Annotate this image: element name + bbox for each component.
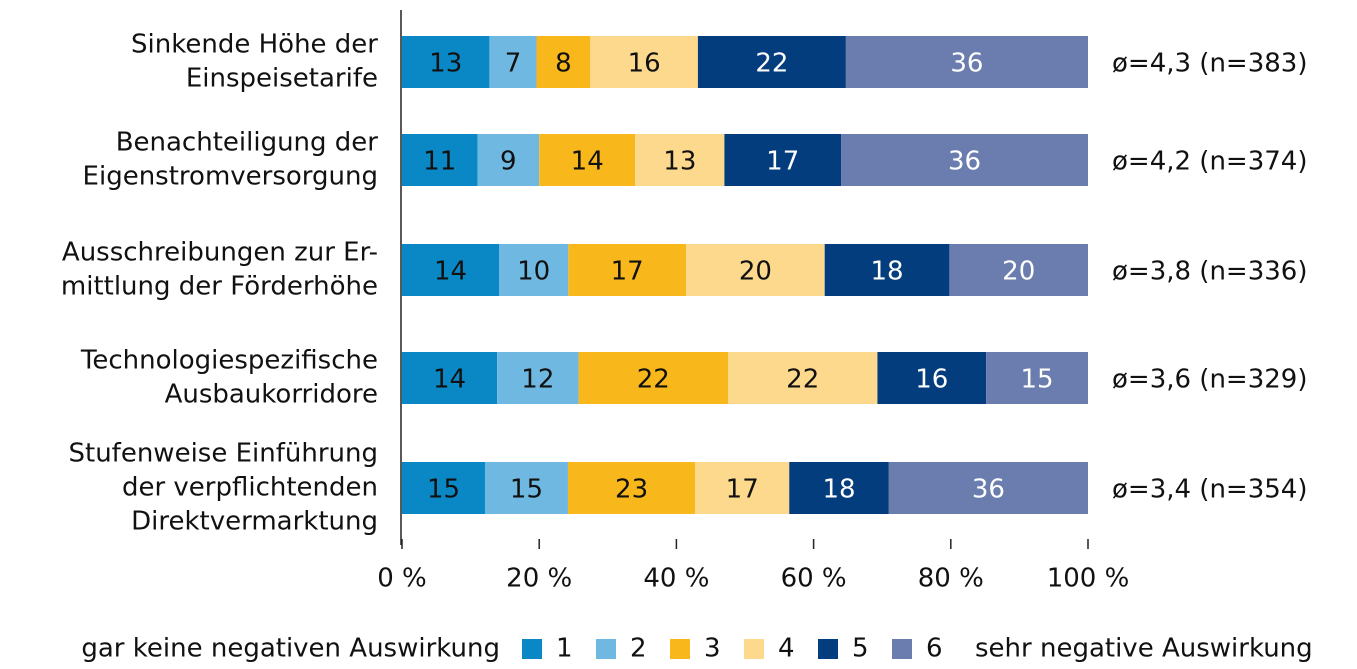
annotation: ø=3,6 (n=329) [1112, 365, 1307, 395]
annotation: ø=4,2 (n=374) [1112, 147, 1307, 177]
category-label: Eigenstromversorgung [83, 162, 378, 192]
value-label: 22 [637, 365, 670, 395]
legend-label: 6 [926, 634, 943, 664]
bar-segment [484, 462, 568, 514]
bar-segment [824, 244, 950, 296]
value-label: 20 [739, 257, 772, 287]
value-label: 23 [615, 475, 648, 505]
legend-swatch [670, 639, 690, 659]
category-label: Ausbaukorridore [165, 380, 378, 410]
category-label: Direktvermarktung [131, 507, 378, 537]
x-tick-label: 80 % [918, 564, 984, 594]
x-tick-label: 20 % [506, 564, 572, 594]
category-label: Benachteiligung der [116, 128, 379, 158]
category-label: der verpflichtenden [122, 473, 378, 503]
legend-label: 1 [556, 634, 573, 664]
bar-segment [841, 134, 1088, 186]
legend-swatch [596, 639, 616, 659]
value-label: 15 [1021, 365, 1054, 395]
value-label: 14 [434, 257, 467, 287]
annotation: ø=3,4 (n=354) [1112, 475, 1307, 505]
value-label: 36 [972, 475, 1005, 505]
bar-segment [845, 36, 1088, 88]
value-label: 7 [505, 49, 522, 79]
value-label: 11 [423, 147, 456, 177]
annotation: ø=3,8 (n=336) [1112, 257, 1307, 287]
bar-segment [402, 36, 490, 88]
bar-segment [949, 244, 1088, 296]
value-label: 22 [755, 49, 788, 79]
value-label: 14 [571, 147, 604, 177]
bar-segment [986, 352, 1088, 404]
value-label: 22 [786, 365, 819, 395]
x-tick-label: 40 % [643, 564, 709, 594]
x-tick-label: 60 % [781, 564, 847, 594]
value-label: 17 [726, 475, 759, 505]
value-label: 18 [871, 257, 904, 287]
bar-segment [568, 244, 687, 296]
x-tick-label: 0 % [377, 564, 427, 594]
legend-label: 2 [630, 634, 647, 664]
value-label: 17 [766, 147, 799, 177]
category-label: Sinkende Höhe der [131, 30, 378, 60]
legend-label: 5 [852, 634, 869, 664]
value-label: 15 [427, 475, 460, 505]
legend-swatch [744, 639, 764, 659]
value-label: 17 [611, 257, 644, 287]
value-label: 9 [500, 147, 517, 177]
bar-segment [489, 36, 537, 88]
bar-segment [724, 134, 842, 186]
bar-segment [888, 462, 1088, 514]
bar-segment [477, 134, 540, 186]
value-label: 18 [823, 475, 856, 505]
bar-segment [402, 352, 498, 404]
value-label: 13 [429, 49, 462, 79]
bar-segment [402, 244, 500, 296]
bar-segment [567, 462, 696, 514]
value-label: 36 [948, 147, 981, 177]
annotation: ø=4,3 (n=383) [1112, 49, 1307, 79]
bar-segment [695, 462, 790, 514]
legend-label: 3 [704, 634, 721, 664]
category-label: Ausschreibungen zur Er- [62, 238, 378, 268]
bar-segment [635, 134, 725, 186]
value-label: 13 [663, 147, 696, 177]
legend-low: gar keine negativen Auswirkung [81, 634, 500, 664]
bar-segment [402, 134, 478, 186]
category-label: Einspeisetarife [186, 64, 378, 94]
bar-segment [536, 36, 591, 88]
value-label: 20 [1002, 257, 1035, 287]
bar-segment [499, 244, 569, 296]
legend-label: 4 [778, 634, 795, 664]
x-tick-label: 100 % [1047, 564, 1130, 594]
bar-segment [877, 352, 987, 404]
value-label: 8 [555, 49, 572, 79]
value-label: 10 [517, 257, 550, 287]
legend-swatch [818, 639, 838, 659]
bar-segment [402, 462, 485, 514]
bar-segment [697, 36, 846, 88]
category-label: mittlung der Förderhöhe [61, 272, 378, 302]
value-label: 36 [950, 49, 983, 79]
bar-segment [789, 462, 889, 514]
bar-segment [578, 352, 729, 404]
value-label: 15 [510, 475, 543, 505]
value-label: 16 [915, 365, 948, 395]
value-label: 12 [521, 365, 554, 395]
value-label: 16 [628, 49, 661, 79]
category-label: Stufenweise Einführung [69, 439, 379, 469]
legend-swatch [892, 639, 912, 659]
category-label: Technologiespezifische [80, 346, 378, 376]
legend-high: sehr negative Auswirkung [975, 634, 1313, 664]
value-label: 14 [433, 365, 466, 395]
bar-segment [728, 352, 878, 404]
bar-segment [686, 244, 825, 296]
bar-segment [539, 134, 636, 186]
bar-segment [497, 352, 579, 404]
bar-segment [590, 36, 698, 88]
legend-swatch [522, 639, 542, 659]
